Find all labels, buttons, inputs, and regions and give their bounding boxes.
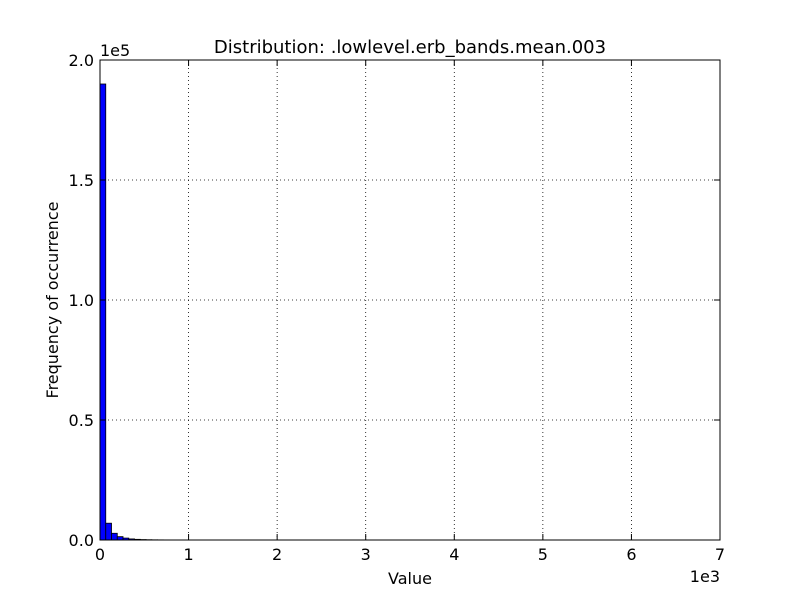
y-tick-label: 0.5 [69,411,94,430]
histogram-bar [105,522,112,541]
histogram-bar [111,532,118,541]
chart-title: Distribution: .lowlevel.erb_bands.mean.0… [214,37,606,58]
y-tick-label: 0.0 [69,531,94,550]
x-tick-label: 3 [361,545,371,564]
x-tick-label: 5 [538,545,548,564]
x-axis-label: Value [388,569,432,588]
grid-lines [100,60,720,540]
y-offset-label: 1e5 [100,41,130,60]
histogram-bar [99,83,107,541]
x-tick-label: 4 [449,545,459,564]
x-tick-labels: 0 1 2 3 4 5 6 7 [95,545,725,564]
x-offset-label: 1e3 [690,567,720,586]
x-tick-label: 1 [183,545,193,564]
axis-ticks [99,59,721,541]
y-axis-label: Frequency of occurrence [43,202,62,399]
y-tick-label: 1.0 [69,291,94,310]
x-tick-label: 6 [626,545,636,564]
histogram-bar [116,536,124,541]
x-tick-label: 7 [715,545,725,564]
x-tick-label: 0 [95,545,105,564]
y-tick-labels: 0.0 0.5 1.0 1.5 2.0 [69,51,94,550]
x-tick-label: 2 [272,545,282,564]
y-tick-label: 1.5 [69,171,94,190]
y-tick-label: 2.0 [69,51,94,70]
